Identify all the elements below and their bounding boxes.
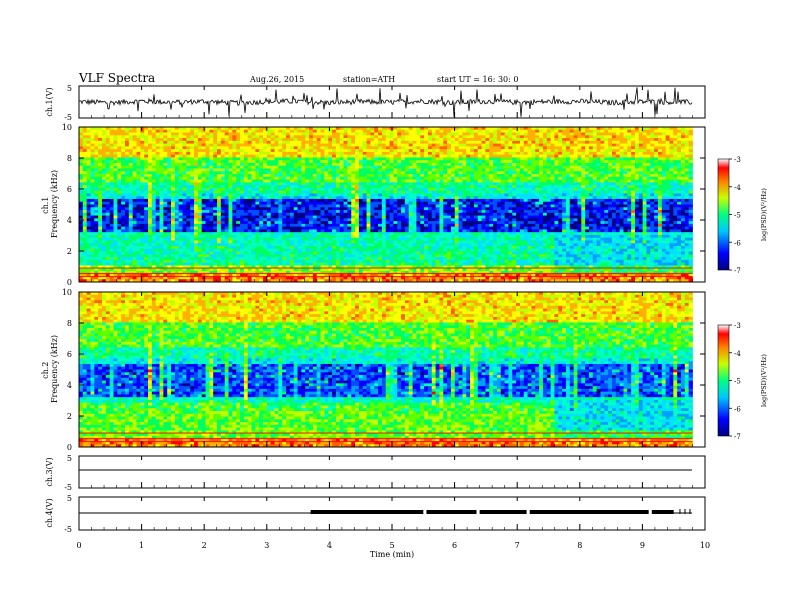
ch4-waveform-panel: 5 -5 ch.4(V) bbox=[45, 494, 706, 534]
ch3-waveform-panel: 5 -5 ch.3(V) bbox=[45, 454, 706, 492]
ch1-ytick: 2 bbox=[67, 247, 72, 256]
x-tick-label: 7 bbox=[515, 541, 520, 550]
ch2-colorbar-label: log(PSD)(V²/Hz) bbox=[760, 354, 768, 407]
ch1-ytick-bottom: -5 bbox=[64, 113, 72, 122]
ch2-ylabel-line2: Frequency (kHz) bbox=[50, 335, 59, 403]
ch1-ytick: 0 bbox=[67, 278, 72, 287]
ch1-spectrogram-ylabel: ch.1 Frequency (kHz) bbox=[41, 170, 59, 238]
x-axis-label: Time (min) bbox=[370, 550, 414, 559]
x-tick-label: 9 bbox=[640, 541, 645, 550]
ch1-colorbar-tick: -3 bbox=[734, 156, 741, 164]
ch1-ytick: 6 bbox=[67, 185, 72, 194]
ch4-bursts bbox=[310, 509, 691, 514]
ch1-ylabel-line1: ch.1 bbox=[41, 197, 50, 214]
ch2-colorbar-tick: -4 bbox=[734, 350, 741, 358]
ch3-ylabel: ch.3(V) bbox=[45, 457, 54, 486]
x-tick-label: 2 bbox=[202, 541, 207, 550]
x-tick-label: 0 bbox=[76, 541, 81, 550]
ch2-ylabel-line1: ch.2 bbox=[41, 362, 50, 379]
ch2-ytick: 4 bbox=[67, 381, 72, 390]
ch1-colorbar bbox=[717, 158, 730, 271]
ch1-colorbar-tick: -4 bbox=[734, 184, 741, 192]
ch1-spectrogram-panel: ch.1 Frequency (kHz) bbox=[41, 126, 706, 283]
time-axis: 0 1 2 3 4 5 6 7 8 9 10 bbox=[76, 86, 710, 550]
date-label: Aug.26, 2015 bbox=[249, 75, 304, 84]
ch1-colorbar-label: log(PSD)(V²/Hz) bbox=[760, 188, 768, 241]
ch4-ytick-top: 5 bbox=[67, 494, 72, 503]
ch1-colorbar-tick: -7 bbox=[734, 267, 741, 275]
start-time-label: start UT = 16: 30: 0 bbox=[437, 75, 518, 84]
ch1-waveform-panel: 5 -5 ch.1(V) bbox=[45, 84, 706, 122]
ch1-ytick: 4 bbox=[67, 216, 72, 225]
ch1-ylabel: ch.1(V) bbox=[45, 87, 54, 116]
ch1-waveform-line bbox=[78, 87, 693, 117]
colorbars: -3 -4 -5 -6 -7 log(PSD)(V²/Hz) -3 -4 -5 -6 -7 log(P… bbox=[717, 156, 768, 441]
ch2-spectrogram-panel: ch.2 Frequency (kHz) bbox=[41, 291, 706, 448]
ch2-colorbar-tick: -5 bbox=[734, 378, 741, 386]
ch1-ytick-top: 5 bbox=[67, 84, 72, 93]
x-tick-label: 6 bbox=[452, 541, 457, 550]
ch1-ylabel-line2: Frequency (kHz) bbox=[50, 170, 59, 238]
ch2-colorbar-tick: -6 bbox=[734, 405, 741, 413]
ch2-ytick: 10 bbox=[62, 288, 72, 297]
ch4-ylabel: ch.4(V) bbox=[45, 498, 54, 527]
ch2-colorbar bbox=[717, 324, 730, 437]
x-tick-label: 4 bbox=[327, 541, 332, 550]
x-tick-label: 3 bbox=[264, 541, 269, 550]
ch2-colorbar-tick: -7 bbox=[734, 433, 741, 441]
figure-title: VLF Spectra bbox=[78, 71, 155, 85]
ch2-ytick: 6 bbox=[67, 350, 72, 359]
ch2-spectrogram-ylabel: ch.2 Frequency (kHz) bbox=[41, 335, 59, 403]
ch4-ytick-bottom: -5 bbox=[64, 525, 72, 534]
ch2-colorbar-tick: -3 bbox=[734, 322, 741, 330]
ch1-colorbar-tick: -5 bbox=[734, 212, 741, 220]
x-tick-label: 5 bbox=[389, 541, 394, 550]
ch3-ytick-top: 5 bbox=[67, 454, 72, 463]
station-label: station=ATH bbox=[343, 75, 395, 84]
x-tick-label: 10 bbox=[700, 541, 710, 550]
ch1-ytick: 10 bbox=[62, 123, 72, 132]
ch3-ytick-bottom: -5 bbox=[64, 483, 72, 492]
ch1-colorbar-tick: -6 bbox=[734, 239, 741, 247]
ch2-ytick: 0 bbox=[67, 443, 72, 452]
x-tick-label: 8 bbox=[577, 541, 582, 550]
ch2-ytick: 8 bbox=[67, 319, 72, 328]
x-tick-label: 1 bbox=[139, 541, 144, 550]
ch2-ytick: 2 bbox=[67, 412, 72, 421]
ch1-ytick: 8 bbox=[67, 154, 72, 163]
